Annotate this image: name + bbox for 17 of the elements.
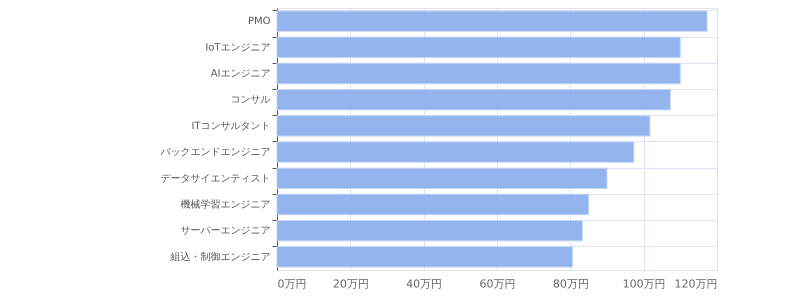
y-tick-label: コンサル <box>230 94 270 106</box>
y-tick-label: サーバーエンジニア <box>180 226 270 237</box>
y-tick-label: 組込・制御エンジニア <box>170 250 270 263</box>
y-tick-label: AIエンジニア <box>210 68 270 80</box>
x-tick-label: 40万円 <box>406 278 442 290</box>
y-tick-label: PMO <box>248 16 271 28</box>
x-tick-label: 120万円 <box>674 278 718 290</box>
y-tick-label: IoTエンジニア <box>205 42 270 54</box>
y-tick-label: データサイエンティスト <box>160 173 270 184</box>
y-tick-label: 機械学習エンジニア <box>180 198 270 210</box>
x-tick-label: 80万円 <box>552 278 589 290</box>
x-tick-label: 100万円 <box>622 278 666 290</box>
x-tick-label: 60万円 <box>480 278 516 290</box>
y-tick-label: ITコンサルタント <box>191 120 270 132</box>
y-tick-label: バックエンドエンジニア <box>160 147 270 158</box>
x-tick-label: 0万円 <box>278 278 306 290</box>
x-tick-label: 20万円 <box>332 278 369 290</box>
